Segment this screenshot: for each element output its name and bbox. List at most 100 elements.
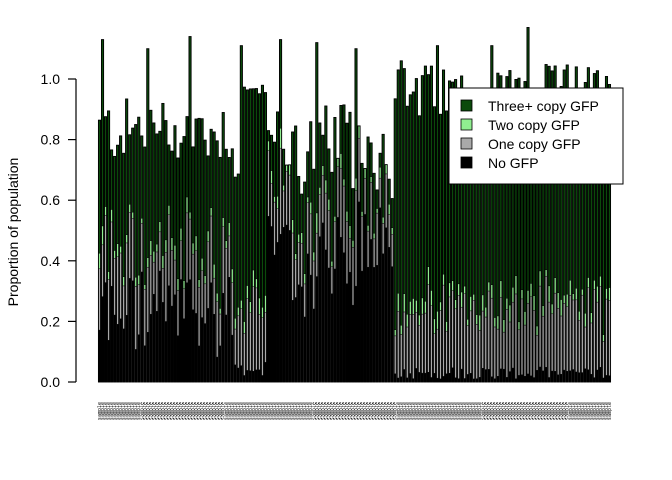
bar xyxy=(176,157,180,383)
x-category-label: sample xyxy=(435,402,441,420)
bar xyxy=(408,94,412,383)
bar xyxy=(523,81,527,383)
bar xyxy=(312,168,316,383)
x-category-label: sample xyxy=(169,402,175,420)
x-category-label: sample xyxy=(595,402,601,420)
bar xyxy=(441,69,446,383)
bar xyxy=(254,88,258,383)
bar xyxy=(381,133,385,383)
bar xyxy=(420,75,424,383)
x-category-label: sample xyxy=(206,402,212,420)
bar xyxy=(300,193,304,383)
x-category-label: sample xyxy=(221,402,227,420)
x-category-label: sample xyxy=(326,402,332,420)
x-category-label: sample xyxy=(133,402,139,420)
bar xyxy=(100,39,105,383)
bar xyxy=(550,70,554,383)
bar xyxy=(257,93,261,383)
bar xyxy=(384,164,388,383)
bar xyxy=(405,105,409,383)
x-category-label: sample xyxy=(360,402,366,420)
legend: Three+ copy GFP Two copy GFP One copy GFP N… xyxy=(448,87,624,185)
x-category-label: sample xyxy=(163,402,169,420)
bar xyxy=(315,42,319,383)
x-category-label: sample xyxy=(559,402,565,420)
bar xyxy=(227,157,231,383)
bar xyxy=(140,135,144,383)
x-category-label: sample xyxy=(519,402,525,420)
x-category-label: sample xyxy=(317,402,323,420)
x-category-label: sample xyxy=(526,402,532,420)
bar xyxy=(448,80,452,383)
x-category-label: sample xyxy=(471,402,477,420)
x-category-label: sample xyxy=(121,402,127,420)
x-category-label: sample xyxy=(254,402,260,420)
x-category-label: sample xyxy=(284,402,290,420)
bar xyxy=(565,64,569,383)
x-category-label: sample xyxy=(486,402,492,420)
bar xyxy=(499,75,503,383)
y-tick-label: 0.8 xyxy=(41,132,61,148)
x-category-label: sample xyxy=(523,402,529,420)
bar xyxy=(116,144,120,383)
x-category-label: sample xyxy=(580,402,586,420)
bar xyxy=(553,65,557,383)
x-category-label: sample xyxy=(462,402,468,420)
bar xyxy=(544,64,548,383)
x-category-label: sample xyxy=(218,402,224,420)
x-category-label: sample xyxy=(209,402,215,420)
x-category-label: sample xyxy=(411,402,417,420)
x-category-label: sample xyxy=(489,402,495,420)
bar xyxy=(399,60,403,383)
x-category-label: sample xyxy=(314,402,320,420)
x-category-label: sample xyxy=(354,402,360,420)
x-category-label: sample xyxy=(245,402,251,420)
x-category-label: sample xyxy=(242,402,248,420)
bar xyxy=(128,134,132,383)
x-category-label: sample xyxy=(592,402,598,420)
x-category-label: sample xyxy=(423,402,429,420)
x-category-label: sample xyxy=(429,402,435,420)
x-category-label: sample xyxy=(604,402,610,420)
bar xyxy=(547,65,551,383)
x-category-label: sample xyxy=(556,402,562,420)
bar xyxy=(411,91,415,383)
bar xyxy=(496,72,500,383)
x-category-label: sample xyxy=(598,402,604,420)
bar xyxy=(161,102,165,383)
bar xyxy=(167,144,171,383)
bar xyxy=(438,113,443,383)
x-category-label: sample xyxy=(178,402,184,420)
x-category-label: sample xyxy=(553,402,559,420)
x-category-label: sample xyxy=(547,402,553,420)
x-category-label: sample xyxy=(432,402,438,420)
x-category-label: sample xyxy=(305,402,311,420)
x-category-label: sample xyxy=(577,402,583,420)
y-tick-label: 0.0 xyxy=(41,374,61,390)
bar xyxy=(297,176,301,383)
bar xyxy=(445,110,449,383)
x-category-label: sample xyxy=(166,402,172,420)
x-category-label: sample xyxy=(586,402,592,420)
x-category-label: sample xyxy=(100,402,106,420)
x-category-label: sample xyxy=(438,402,444,420)
x-category-label: sample xyxy=(541,402,547,420)
bar xyxy=(245,89,249,383)
x-category-label: sample xyxy=(293,402,299,420)
x-category-label: sample xyxy=(103,402,109,420)
x-category-label: sample xyxy=(390,402,396,420)
bar xyxy=(260,84,265,383)
bar xyxy=(218,156,222,383)
bar xyxy=(230,148,234,383)
x-category-label: sample xyxy=(188,402,194,420)
x-category-label: sample xyxy=(224,402,230,420)
y-axis-title: Proportion of population xyxy=(5,158,21,307)
bar xyxy=(490,45,494,383)
x-category-label: sample xyxy=(468,402,474,420)
x-category-label: sample xyxy=(239,402,245,420)
bar xyxy=(152,122,156,383)
x-category-label: sample xyxy=(426,402,432,420)
x-category-label: sample xyxy=(507,402,513,420)
bar xyxy=(206,155,210,383)
x-category-label: sample xyxy=(148,402,154,420)
